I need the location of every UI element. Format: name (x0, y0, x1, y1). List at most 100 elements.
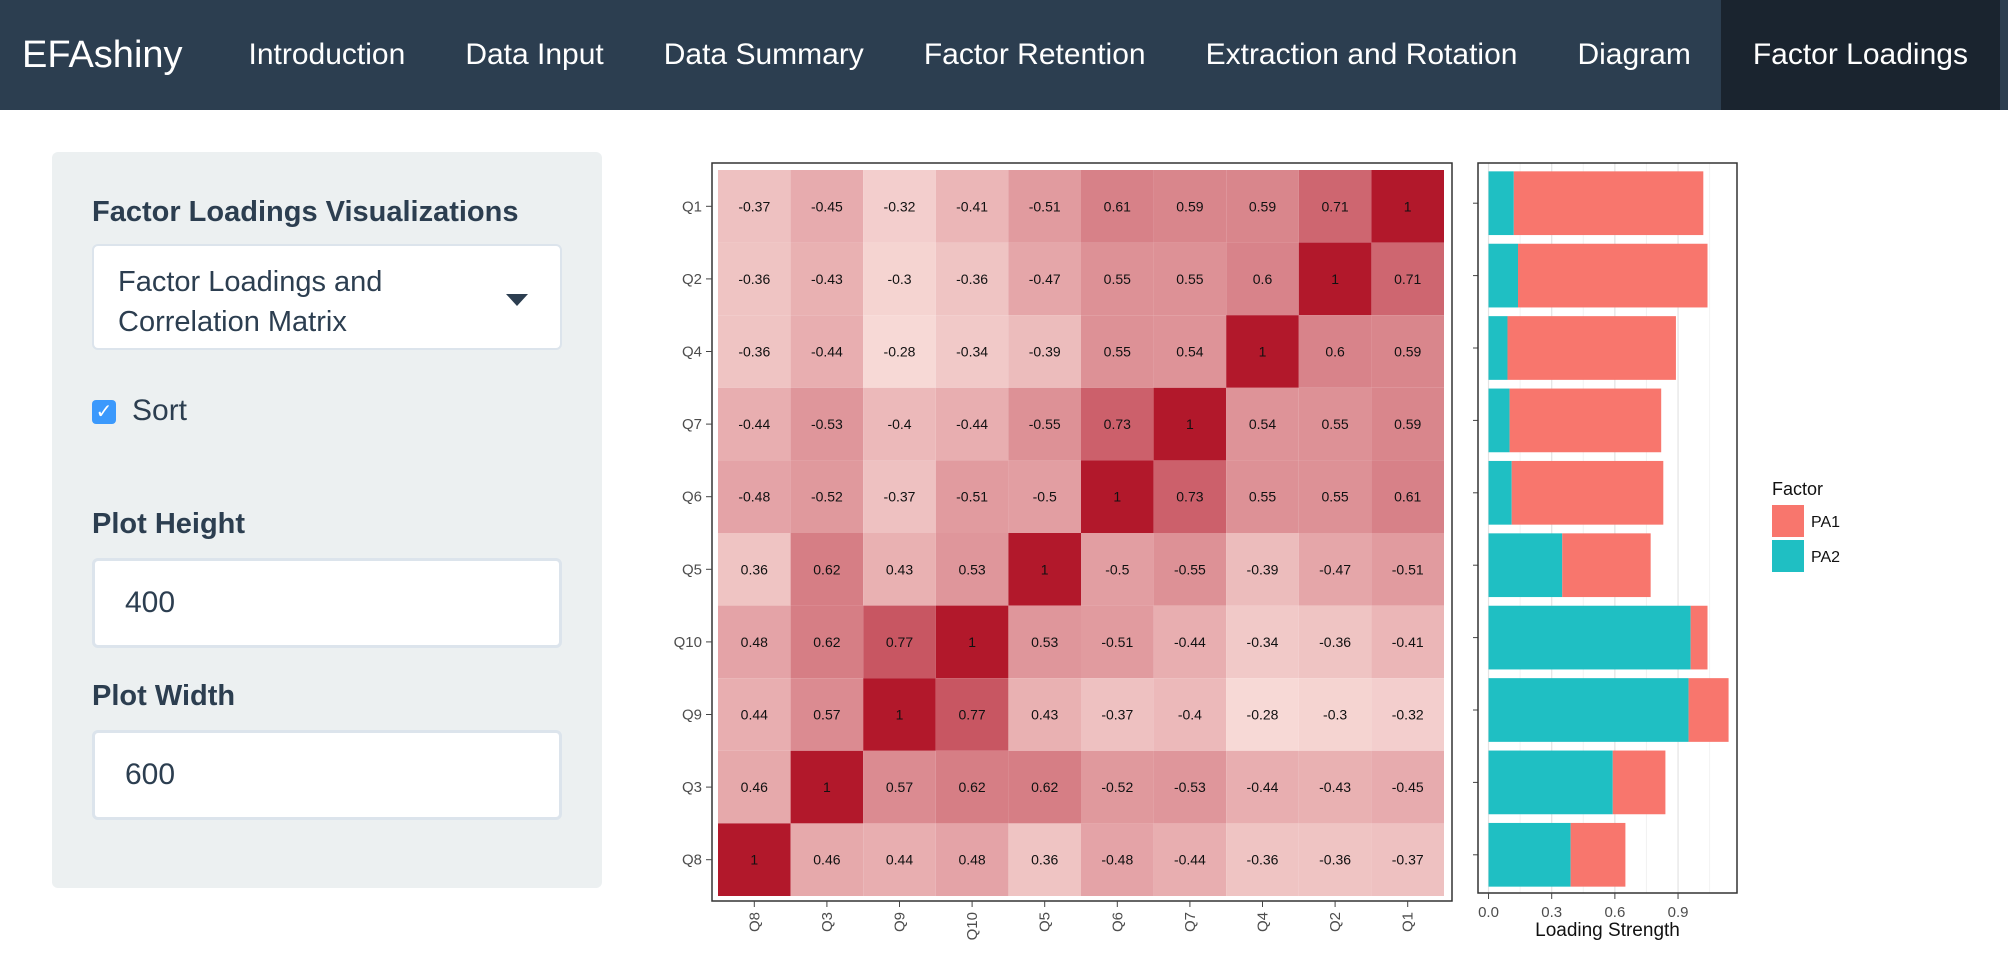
heatmap-cell (718, 170, 791, 243)
heatmap-cell-label: 0.55 (1104, 271, 1131, 287)
heatmap-cell-label: 0.36 (741, 561, 768, 577)
heatmap-cell-label: -0.36 (738, 271, 770, 287)
heatmap-cell-label: 0.48 (741, 634, 768, 650)
heatmap-cell (1153, 678, 1227, 751)
heatmap-cell-label: -0.36 (1319, 852, 1351, 868)
heatmap-cell (790, 823, 864, 896)
heatmap-cell (1226, 387, 1299, 461)
heatmap-cell-label: 0.62 (958, 779, 985, 795)
heatmap-cell (1371, 678, 1444, 751)
heatmap-cell-label: -0.48 (738, 489, 770, 505)
heatmap-cell (1371, 170, 1444, 243)
heatmap-cell (863, 823, 936, 896)
heatmap-cell (863, 750, 936, 824)
heatmap-cell (1081, 387, 1154, 461)
heatmap-cell-label: 0.36 (1031, 852, 1058, 868)
tab-extraction-rotation[interactable]: Extraction and Rotation (1205, 38, 1518, 71)
tab-diagram[interactable]: Diagram (1577, 38, 1691, 71)
heatmap-cell-label: 0.54 (1249, 416, 1276, 432)
heatmap-cell-label: 1 (1259, 344, 1267, 360)
heatmap-cell (1226, 170, 1299, 243)
heatmap-cell-label: 0.55 (1104, 344, 1131, 360)
bar-segment-pa2 (1488, 605, 1691, 670)
tab-data-summary[interactable]: Data Summary (663, 38, 864, 71)
bar-panel-border (1477, 162, 1738, 894)
heatmap-cell-label: 0.53 (958, 561, 985, 577)
heatmap-cell-label: 0.73 (1176, 489, 1203, 505)
heatmap-cell (790, 605, 864, 679)
heatmap-cell (1081, 315, 1154, 388)
heatmap-cell (1008, 460, 1081, 533)
heatmap-cell (863, 170, 936, 243)
heatmap-cell-label: 0.46 (741, 779, 768, 795)
bar-segment-pa1 (1688, 678, 1729, 742)
heatmap-cell-label: -0.43 (1319, 779, 1351, 795)
heatmap-cell (1298, 242, 1372, 316)
heatmap-cell-label: 0.57 (813, 707, 840, 723)
plot-height-input[interactable]: 400 (92, 558, 562, 648)
heatmap-cell (1298, 678, 1372, 751)
heatmap-cell (863, 315, 936, 388)
heatmap-cell (1153, 823, 1227, 896)
heatmap-cell-label: 1 (1113, 489, 1121, 505)
heatmap-cell (1008, 605, 1081, 679)
heatmap-cell-label: -0.48 (1101, 852, 1133, 868)
chevron-down-icon (506, 294, 528, 306)
heatmap-cell-label: -0.41 (956, 198, 988, 214)
heatmap-cell-label: -0.44 (738, 416, 770, 432)
plot-width-input[interactable]: 600 (92, 730, 562, 820)
heatmap-cell-label: -0.47 (1029, 271, 1061, 287)
heatmap-cell (935, 750, 1009, 824)
heatmap-cell-label: 0.48 (958, 852, 985, 868)
heatmap-x-tick-label: Q6 (1109, 912, 1126, 932)
brand-title[interactable]: EFAshiny (22, 33, 183, 76)
heatmap-cell-label: -0.44 (1174, 852, 1206, 868)
bar-segment-pa2 (1488, 678, 1689, 742)
tab-factor-loadings[interactable]: Factor Loadings (1720, 0, 2000, 110)
bar-segment-pa2 (1488, 316, 1508, 380)
heatmap-cell-label: 0.43 (1031, 707, 1058, 723)
heatmap-cell (1298, 460, 1372, 533)
heatmap-cell-label: 0.73 (1104, 416, 1131, 432)
heatmap-cell-label: -0.34 (956, 344, 988, 360)
heatmap-cell-label: -0.37 (1101, 707, 1133, 723)
heatmap-cell-label: 0.57 (886, 779, 913, 795)
sort-label[interactable]: Sort (132, 394, 188, 427)
heatmap-cell (1008, 533, 1081, 606)
heatmap-cell-label: -0.5 (1105, 561, 1129, 577)
heatmap-cell (1153, 387, 1227, 461)
heatmap-cell-label: 0.44 (741, 707, 768, 723)
heatmap-cell (790, 387, 864, 461)
heatmap-cell (1081, 605, 1154, 679)
heatmap-cell-label: 0.44 (886, 852, 913, 868)
heatmap-cell-label: -0.51 (1029, 198, 1061, 214)
heatmap-cell-label: 0.55 (1321, 416, 1348, 432)
legend-swatch-pa2 (1772, 540, 1804, 572)
heatmap-y-tick-label: Q6 (682, 489, 702, 506)
tab-factor-retention[interactable]: Factor Retention (923, 38, 1146, 71)
heatmap-cell-label: -0.3 (887, 271, 911, 287)
viz-select[interactable]: Factor Loadings and Correlation Matrix (92, 244, 562, 350)
heatmap-cell-label: -0.47 (1319, 561, 1351, 577)
heatmap-cell (790, 533, 864, 606)
heatmap-cell (790, 242, 864, 316)
heatmap-cell-label: -0.44 (956, 416, 988, 432)
plot-height-label: Plot Height (92, 508, 246, 540)
heatmap-cell-label: 0.62 (813, 561, 840, 577)
heatmap-cell (790, 170, 864, 243)
tab-data-input[interactable]: Data Input (465, 38, 604, 71)
heatmap-cell (718, 605, 791, 679)
heatmap-cell (1371, 823, 1444, 896)
sort-checkbox[interactable]: ✓ (92, 400, 116, 424)
heatmap-y-tick-label: Q5 (682, 561, 702, 578)
heatmap-cell (935, 823, 1009, 896)
heatmap-y-tick-label: Q10 (674, 634, 702, 651)
tab-introduction[interactable]: Introduction (248, 38, 406, 71)
heatmap-x-tick-label: Q9 (892, 912, 909, 932)
heatmap-cell (790, 750, 864, 824)
heatmap-cell (1226, 533, 1299, 606)
heatmap-cell-label: -0.36 (1247, 852, 1279, 868)
legend-title: Factor (1772, 479, 1823, 499)
heatmap-cell-label: 0.54 (1176, 344, 1203, 360)
bar-segment-pa2 (1488, 171, 1514, 236)
